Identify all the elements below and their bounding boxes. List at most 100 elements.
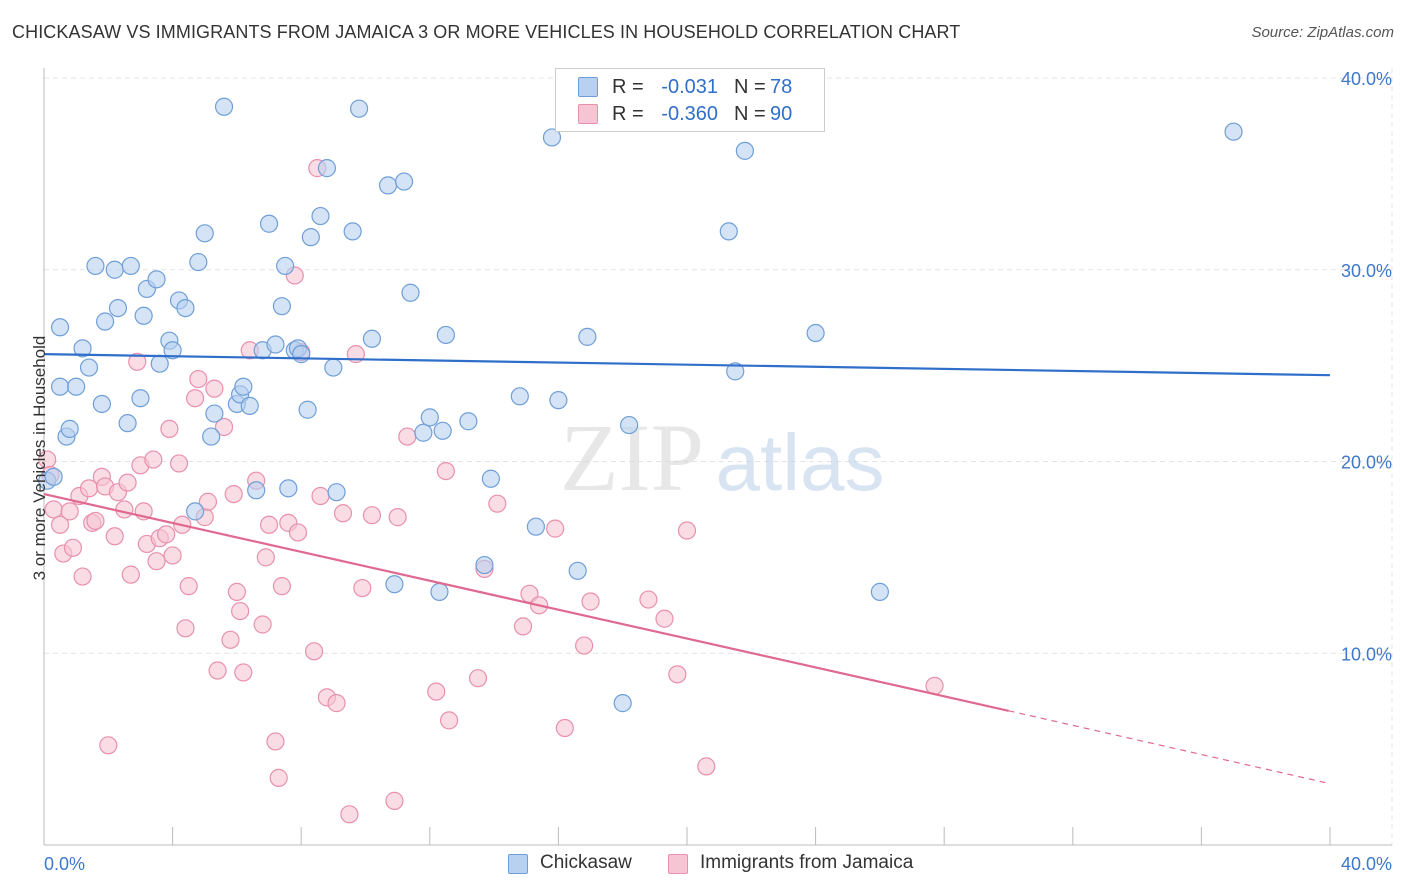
data-point-chickasaw (121, 256, 140, 276)
data-point-chickasaw (481, 469, 500, 488)
axes (43, 68, 1392, 846)
data-point-jamaica (118, 473, 137, 492)
data-point-chickasaw (147, 270, 166, 289)
data-point-chickasaw (870, 582, 890, 601)
data-point-chickasaw (349, 99, 369, 118)
data-point-jamaica (269, 768, 288, 787)
y-tick-label: 40.0% (1341, 69, 1392, 89)
data-point-chickasaw (526, 517, 545, 536)
data-point-chickasaw (735, 141, 754, 160)
data-point-chickasaw (92, 394, 111, 414)
data-point-chickasaw (67, 377, 86, 396)
data-point-chickasaw (459, 412, 478, 431)
data-point-chickasaw (163, 341, 182, 360)
data-point-jamaica (144, 450, 163, 469)
data-point-chickasaw (324, 358, 343, 377)
data-point-chickasaw (568, 561, 587, 580)
data-point-chickasaw (50, 377, 70, 396)
data-point-jamaica (513, 617, 533, 636)
data-point-jamaica (427, 682, 446, 701)
data-point-chickasaw (259, 214, 279, 233)
data-point-chickasaw (613, 694, 632, 713)
data-point-jamaica (99, 736, 118, 755)
data-point-jamaica (186, 389, 205, 408)
data-point-chickasaw (176, 299, 195, 318)
data-point-jamaica (205, 379, 224, 398)
data-point-jamaica (63, 538, 83, 557)
series-chickasaw-points (38, 97, 1243, 713)
legend-r-value: -0.360 (661, 103, 718, 125)
data-point-chickasaw (205, 404, 224, 423)
data-point-chickasaw (276, 256, 295, 276)
data-point-chickasaw (118, 414, 137, 433)
data-point-jamaica (353, 578, 372, 598)
data-point-jamaica (160, 419, 179, 439)
data-point-chickasaw (79, 358, 99, 377)
series-legend: Chickasaw Immigrants from Jamaica (0, 852, 1406, 878)
data-point-chickasaw (1224, 122, 1243, 141)
data-point-jamaica (677, 521, 697, 540)
data-point-jamaica (327, 694, 346, 713)
data-point-jamaica (311, 486, 330, 506)
data-point-jamaica (128, 352, 147, 371)
stats-legend: R = -0.031 N = 78 R = -0.360 N = 90 (555, 68, 825, 132)
data-point-chickasaw (131, 389, 150, 408)
data-point-chickasaw (95, 312, 115, 331)
data-point-chickasaw (578, 327, 597, 346)
source-credit: Source: ZipAtlas.com (1251, 24, 1394, 41)
data-point-jamaica (105, 527, 124, 546)
series-jamaica-points (38, 159, 944, 824)
data-point-chickasaw (542, 128, 562, 147)
data-point-chickasaw (272, 297, 292, 316)
data-point-chickasaw (189, 252, 208, 272)
data-point-jamaica (169, 454, 189, 473)
data-point-jamaica (697, 757, 716, 776)
data-point-jamaica (340, 805, 359, 824)
grid-lines (44, 68, 1393, 845)
data-point-jamaica (655, 609, 674, 628)
data-point-chickasaw (394, 172, 414, 191)
data-point-jamaica (208, 661, 227, 680)
data-point-jamaica (147, 552, 166, 571)
y-axis-label: 3 or more Vehicles in Household (30, 335, 49, 581)
watermark-atlas: atlas (716, 418, 885, 507)
data-point-jamaica (256, 548, 275, 567)
data-point-chickasaw (430, 582, 449, 601)
data-point-chickasaw (401, 283, 420, 302)
data-point-jamaica (60, 502, 79, 521)
data-point-chickasaw (301, 228, 320, 247)
data-point-jamaica (198, 492, 218, 511)
x-tick-label-min: 0.0% (44, 854, 85, 874)
data-point-chickasaw (50, 318, 70, 337)
legend-row-jamaica: R = -0.360 N = 90 (556, 101, 824, 127)
legend-n-label: N = (734, 103, 766, 125)
data-point-chickasaw (240, 396, 259, 415)
data-point-chickasaw (549, 391, 568, 410)
data-point-chickasaw (385, 575, 404, 594)
data-point-jamaica (189, 369, 208, 389)
data-point-jamaica (388, 508, 407, 527)
data-point-jamaica (157, 525, 176, 544)
data-point-jamaica (385, 791, 404, 810)
x-tick-label-max: 40.0% (1341, 854, 1392, 874)
data-point-jamaica (227, 582, 246, 601)
data-point-chickasaw (60, 419, 79, 439)
data-point-chickasaw (719, 222, 738, 241)
trend-line-jamaica-extension (1008, 710, 1331, 785)
data-point-jamaica (231, 601, 250, 621)
data-point-jamaica (468, 669, 488, 688)
data-point-jamaica (288, 523, 308, 542)
data-point-jamaica (86, 511, 105, 531)
data-point-jamaica (224, 484, 243, 504)
data-point-chickasaw (510, 387, 529, 406)
legend-n-value: 90 (770, 103, 793, 125)
data-point-chickasaw (343, 222, 362, 241)
data-point-jamaica (439, 711, 459, 730)
data-point-chickasaw (292, 345, 311, 364)
tick-labels: 10.0% 20.0% 30.0% 40.0% 0.0% 40.0% (44, 69, 1392, 874)
data-point-chickasaw (150, 354, 169, 373)
data-point-chickasaw (317, 159, 337, 178)
data-point-jamaica (668, 665, 687, 684)
data-point-jamaica (581, 592, 600, 611)
